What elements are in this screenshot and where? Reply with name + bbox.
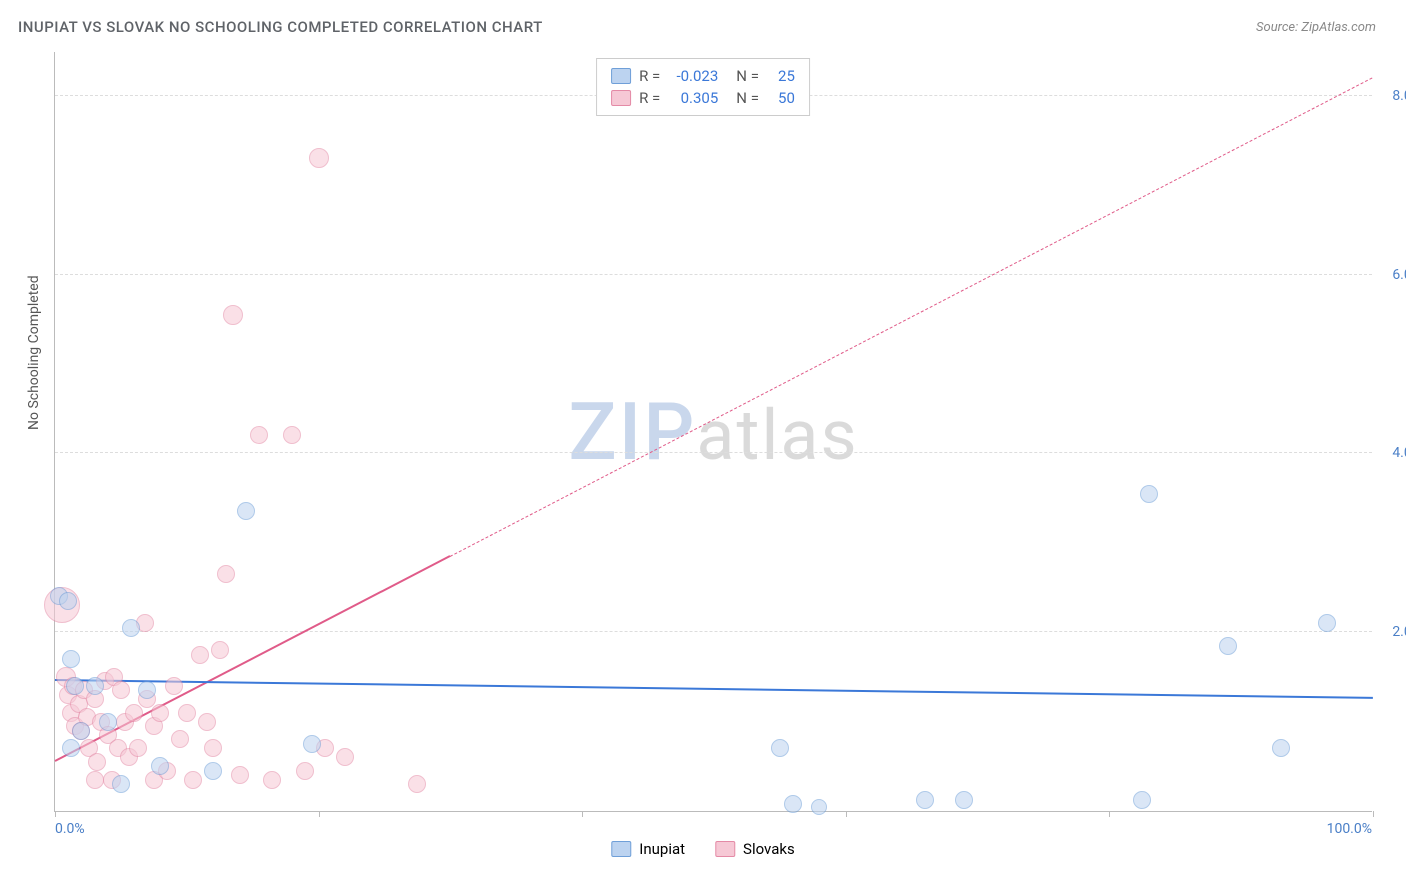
y-tick-label: 8.0% xyxy=(1382,88,1406,104)
data-point xyxy=(231,766,249,784)
correlation-legend: R = -0.023 N = 25 R = 0.305 N = 50 xyxy=(596,58,810,116)
n-value: 25 xyxy=(767,65,795,87)
data-point xyxy=(204,739,222,757)
legend-swatch xyxy=(611,68,631,84)
legend-series-label: Inupiat xyxy=(639,840,685,858)
r-value: 0.305 xyxy=(668,87,718,109)
y-tick-label: 4.0% xyxy=(1382,445,1406,461)
trend-line xyxy=(55,679,1373,699)
series-legend: Inupiat Slovaks xyxy=(611,840,794,858)
y-tick-label: 6.0% xyxy=(1382,267,1406,283)
data-point xyxy=(263,771,281,789)
data-point xyxy=(72,722,90,740)
r-value: -0.023 xyxy=(668,65,718,87)
data-point xyxy=(66,677,84,695)
gridline xyxy=(55,274,1372,275)
data-point xyxy=(191,646,209,664)
legend-series-label: Slovaks xyxy=(743,840,795,858)
data-point xyxy=(125,704,143,722)
data-point xyxy=(283,426,301,444)
data-point xyxy=(122,619,140,637)
data-point xyxy=(250,426,268,444)
n-label: N = xyxy=(736,87,759,109)
data-point xyxy=(151,704,169,722)
data-point xyxy=(408,775,426,793)
data-point xyxy=(955,791,973,809)
watermark-zip: ZIP xyxy=(568,385,696,479)
x-tick xyxy=(319,811,320,817)
data-point xyxy=(86,771,104,789)
x-tick xyxy=(1373,811,1374,817)
legend-swatch xyxy=(611,90,631,106)
data-point xyxy=(88,753,106,771)
x-tick-label-min: 0.0% xyxy=(55,821,85,837)
watermark: ZIPatlas xyxy=(568,385,858,479)
data-point xyxy=(112,681,130,699)
legend-swatch xyxy=(611,841,631,857)
data-point xyxy=(138,681,156,699)
data-point xyxy=(784,795,802,813)
x-tick xyxy=(1109,811,1110,817)
data-point xyxy=(336,748,354,766)
data-point xyxy=(303,735,321,753)
r-label: R = xyxy=(639,87,660,109)
data-point xyxy=(86,677,104,695)
data-point xyxy=(916,791,934,809)
x-tick-label-max: 100.0% xyxy=(1327,821,1372,837)
data-point xyxy=(129,739,147,757)
data-point xyxy=(62,650,80,668)
x-tick xyxy=(55,811,56,817)
legend-correlation-row: R = -0.023 N = 25 xyxy=(611,65,795,87)
data-point xyxy=(211,641,229,659)
data-point xyxy=(771,739,789,757)
data-point xyxy=(309,148,329,168)
data-point xyxy=(171,730,189,748)
legend-series-item: Slovaks xyxy=(715,840,795,858)
data-point xyxy=(223,305,243,325)
data-point xyxy=(62,739,80,757)
data-point xyxy=(204,762,222,780)
n-label: N = xyxy=(736,65,759,87)
data-point xyxy=(198,713,216,731)
r-label: R = xyxy=(639,65,660,87)
x-tick xyxy=(846,811,847,817)
data-point xyxy=(99,713,117,731)
scatter-plot: ZIPatlas 2.0%4.0%6.0%8.0%0.0%100.0% xyxy=(54,52,1372,812)
data-point xyxy=(178,704,196,722)
data-point xyxy=(811,799,827,815)
x-tick xyxy=(582,811,583,817)
data-point xyxy=(1133,791,1151,809)
data-point xyxy=(1318,614,1336,632)
y-axis-label: No Schooling Completed xyxy=(26,275,42,430)
legend-series-item: Inupiat xyxy=(611,840,685,858)
y-tick-label: 2.0% xyxy=(1382,624,1406,640)
data-point xyxy=(296,762,314,780)
data-point xyxy=(165,677,183,695)
source-credit: Source: ZipAtlas.com xyxy=(1256,20,1376,35)
legend-correlation-row: R = 0.305 N = 50 xyxy=(611,87,795,109)
data-point xyxy=(184,771,202,789)
watermark-atlas: atlas xyxy=(696,395,858,477)
trend-line xyxy=(450,77,1373,557)
gridline xyxy=(55,631,1372,632)
n-value: 50 xyxy=(767,87,795,109)
chart-title: INUPIAT VS SLOVAK NO SCHOOLING COMPLETED… xyxy=(18,18,543,36)
data-point xyxy=(217,565,235,583)
data-point xyxy=(1219,637,1237,655)
gridline xyxy=(55,452,1372,453)
legend-swatch xyxy=(715,841,735,857)
data-point xyxy=(1140,485,1158,503)
data-point xyxy=(1272,739,1290,757)
data-point xyxy=(237,502,255,520)
data-point xyxy=(151,757,169,775)
data-point xyxy=(112,775,130,793)
data-point xyxy=(59,592,77,610)
